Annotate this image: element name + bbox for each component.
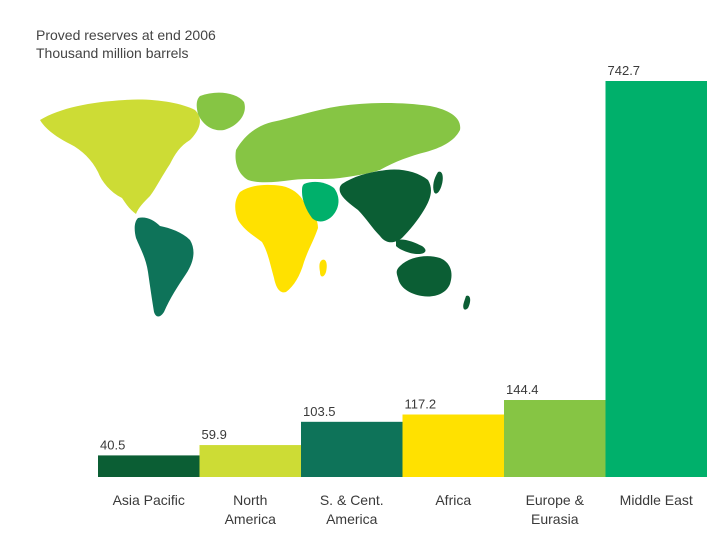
- bar-value-label-1: 59.9: [202, 427, 227, 442]
- bar-value-label-0: 40.5: [100, 437, 125, 452]
- map-region-madagascar: [319, 259, 327, 277]
- bar-5: [605, 81, 707, 477]
- chart-title-block: Proved reserves at end 2006 Thousand mil…: [36, 26, 216, 62]
- bar-value-label-3: 117.2: [405, 397, 437, 412]
- chart-title: Proved reserves at end 2006: [36, 27, 216, 43]
- value-labels-group: 40.5 59.9 103.5 117.2 144.4 742.7: [100, 63, 640, 452]
- map-region-japan: [433, 171, 443, 194]
- category-label-5: Middle East: [620, 492, 693, 508]
- bar-1: [199, 445, 301, 477]
- world-map: [40, 92, 471, 317]
- bar-2: [301, 421, 403, 477]
- map-region-europe-eurasia: [235, 103, 461, 183]
- bar-value-label-4: 144.4: [506, 382, 539, 397]
- category-label-3: Africa: [435, 492, 471, 508]
- bars-group: [98, 81, 707, 477]
- map-region-asia-pacific: [339, 169, 431, 243]
- chart-subtitle: Thousand million barrels: [36, 45, 189, 61]
- category-label-1: North America: [225, 492, 277, 527]
- map-region-africa: [235, 184, 318, 293]
- bar-3: [402, 414, 504, 477]
- bar-value-label-2: 103.5: [303, 404, 336, 419]
- category-label-4: Europe & Eurasia: [526, 492, 585, 527]
- map-region-middle-east: [302, 181, 339, 222]
- map-region-south-america: [134, 217, 194, 317]
- map-region-asia-islands: [396, 239, 426, 254]
- map-region-australia: [396, 256, 452, 297]
- category-labels-group: Asia Pacific North America S. & Cent. Americ…: [113, 492, 693, 527]
- bar-4: [504, 400, 606, 477]
- map-region-greenland: [196, 92, 245, 131]
- map-region-new-zealand: [463, 295, 471, 310]
- bar-value-label-5: 742.7: [608, 63, 641, 78]
- map-region-north-america: [40, 99, 200, 214]
- bar-0: [98, 455, 200, 477]
- category-label-0: Asia Pacific: [113, 492, 185, 508]
- category-label-2: S. & Cent. America: [320, 492, 384, 527]
